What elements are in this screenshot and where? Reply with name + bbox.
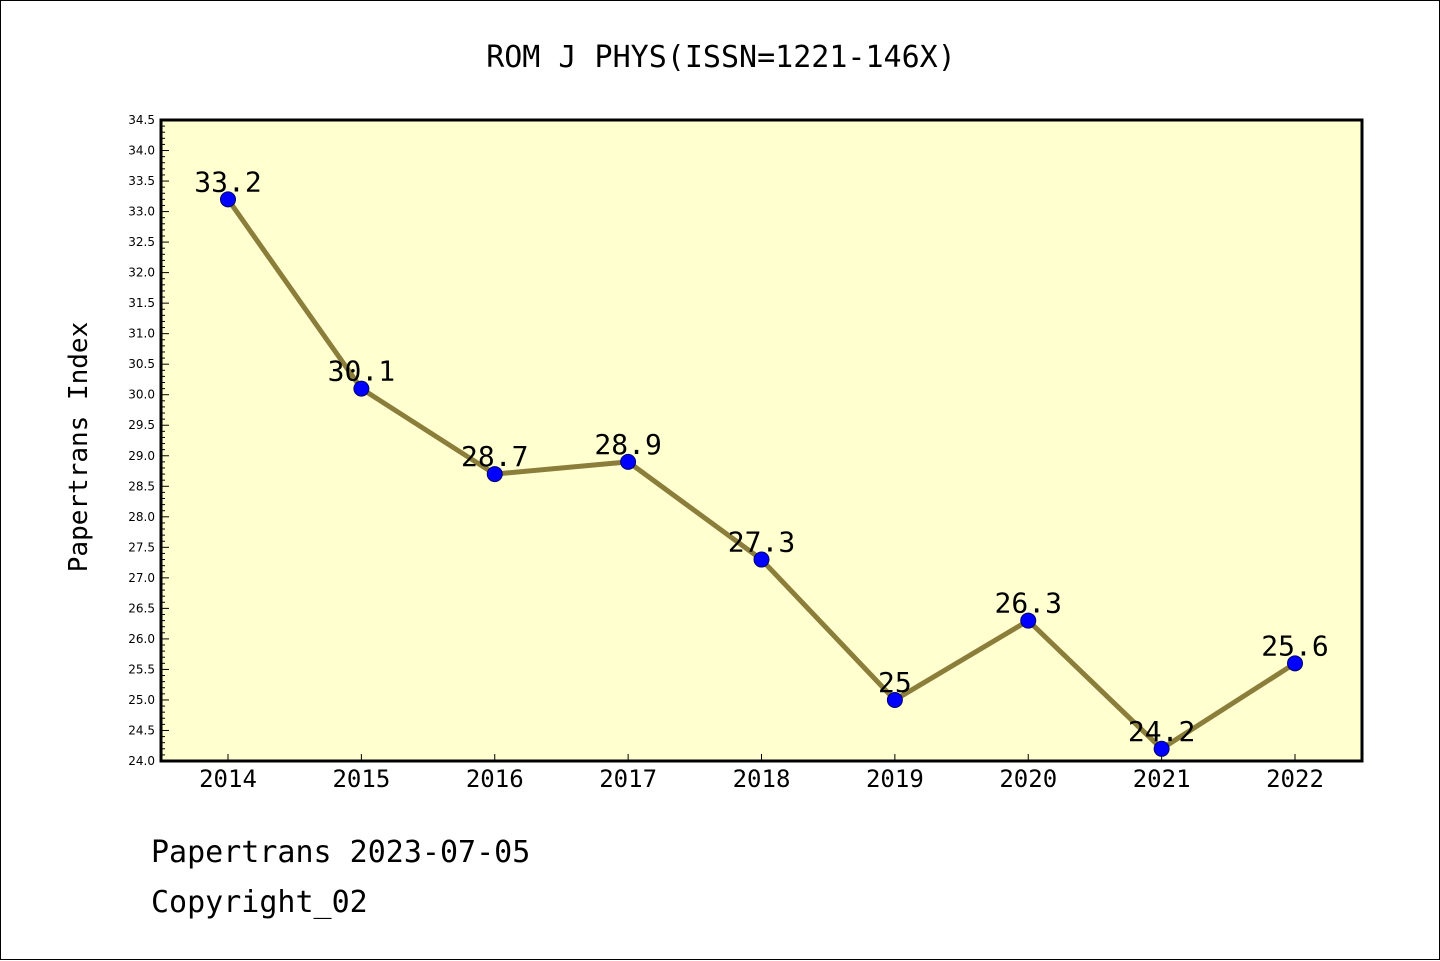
x-tick-label: 2022 <box>1266 765 1324 793</box>
y-tick-label: 31.5 <box>128 296 155 310</box>
data-label: 28.9 <box>594 428 661 461</box>
data-label: 27.3 <box>728 526 795 559</box>
y-tick-label: 26.0 <box>128 632 155 646</box>
data-label: 33.2 <box>194 165 261 198</box>
y-axis: 24.0 24.5 25.0 25.5 26.0 26.5 27.0 27.5 28.0 28.5… <box>128 113 169 768</box>
data-point <box>353 380 370 397</box>
y-tick-label: 33.5 <box>128 174 155 188</box>
data-point <box>1153 740 1170 757</box>
data-point <box>1020 612 1037 629</box>
x-tick-label: 2020 <box>999 765 1057 793</box>
footer-copyright: Copyright_02 <box>151 885 368 920</box>
data-point <box>620 453 637 470</box>
y-axis-label: Papertrans Index <box>64 322 94 572</box>
x-tick-label: 2014 <box>199 765 257 793</box>
y-tick-label: 25.5 <box>128 662 155 676</box>
data-point <box>1287 655 1303 672</box>
y-tick-label: 30.0 <box>128 388 155 402</box>
data-label: 25.6 <box>1261 629 1328 662</box>
x-axis: 2014 2015 2016 2017 2018 2019 2020 2021 2022 <box>199 754 1324 793</box>
y-tick-label: 25.0 <box>128 693 155 707</box>
x-tick-label: 2018 <box>733 765 791 793</box>
data-point <box>753 551 770 568</box>
y-tick-label: 26.5 <box>128 601 155 615</box>
y-tick-label: 24.0 <box>128 754 155 768</box>
y-tick-label: 27.0 <box>128 571 155 585</box>
data-label: 24.2 <box>1128 715 1195 748</box>
y-tick-label: 29.0 <box>128 449 155 463</box>
data-label: 28.7 <box>461 440 528 473</box>
y-tick-label: 32.5 <box>128 235 155 249</box>
y-tick-label: 34.5 <box>128 113 155 127</box>
data-point <box>886 691 903 708</box>
y-tick-label: 31.0 <box>128 327 155 341</box>
y-tick-label: 34.0 <box>128 144 155 158</box>
y-tick-label: 28.5 <box>128 479 155 493</box>
chart-title: ROM J PHYS(ISSN=1221-146X) <box>486 40 956 75</box>
y-tick-label: 28.0 <box>128 510 155 524</box>
data-point <box>220 191 236 208</box>
x-tick-label: 2015 <box>332 765 390 793</box>
y-tick-label: 33.0 <box>128 205 155 219</box>
x-tick-label: 2019 <box>866 765 924 793</box>
y-tick-label: 32.0 <box>128 266 155 280</box>
y-tick-label: 27.5 <box>128 540 155 554</box>
x-tick-label: 2017 <box>599 765 657 793</box>
x-tick-label: 2021 <box>1133 765 1191 793</box>
y-tick-label: 30.5 <box>128 357 155 371</box>
series-layer: 33.2 30.1 28.7 28.9 27.3 25 26.3 24.2 25.6 <box>194 165 1329 757</box>
data-label: 30.1 <box>328 355 395 388</box>
x-tick-label: 2016 <box>466 765 524 793</box>
data-point <box>486 466 503 483</box>
y-tick-label: 29.5 <box>128 418 155 432</box>
y-tick-label: 24.5 <box>128 723 155 737</box>
plot-area <box>159 118 1364 763</box>
data-label: 25 <box>878 666 912 699</box>
footer-date: Papertrans 2023-07-05 <box>151 835 531 870</box>
data-label: 26.3 <box>995 587 1062 620</box>
